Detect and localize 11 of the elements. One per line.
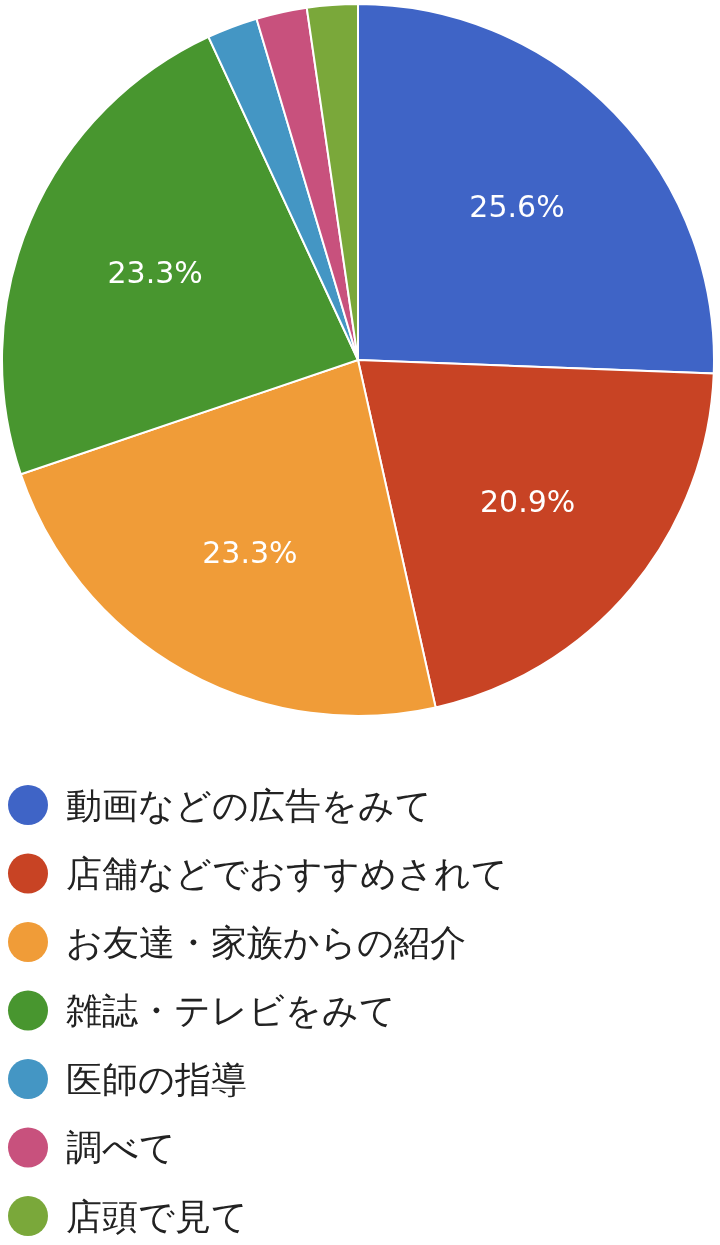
data-label: 23.3% <box>202 534 298 570</box>
data-label: 23.3% <box>107 255 203 291</box>
legend-label: 医師の指導 <box>66 1058 247 1100</box>
legend-label: 調べて <box>66 1127 176 1169</box>
legend-label: 店頭で見て <box>66 1195 248 1237</box>
legend-label: お友達・家族からの紹介 <box>66 921 466 963</box>
legend-label: 雑誌・テレビをみて <box>66 990 396 1032</box>
data-label: 20.9% <box>479 483 576 519</box>
legend-label: 店舗などでおすすめされて <box>66 853 508 895</box>
legend-label: 動画などの広告をみて <box>66 784 432 826</box>
data-label: 25.6% <box>469 189 565 225</box>
